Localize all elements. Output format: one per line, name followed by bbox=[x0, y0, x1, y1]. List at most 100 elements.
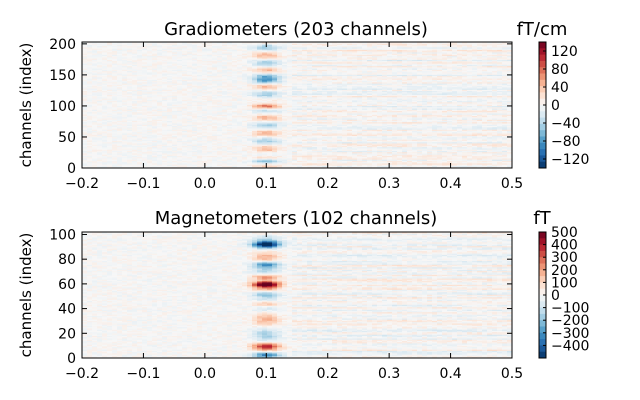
heatmap-cell bbox=[502, 158, 508, 160]
heatmap-cell bbox=[487, 108, 493, 110]
heatmap-cell bbox=[357, 108, 363, 110]
heatmap-cell bbox=[107, 141, 113, 144]
heatmap-cell bbox=[312, 110, 318, 113]
heatmap-cell bbox=[122, 128, 128, 130]
heatmap-cell bbox=[187, 129, 193, 131]
heatmap-cell bbox=[112, 133, 118, 135]
heatmap-cell bbox=[502, 111, 508, 114]
heatmap-cell bbox=[237, 129, 243, 131]
heatmap-cell bbox=[322, 119, 328, 121]
heatmap-cell bbox=[317, 121, 323, 124]
heatmap-cell bbox=[152, 118, 158, 120]
heatmap-cell bbox=[237, 155, 243, 158]
heatmap-cell bbox=[432, 135, 438, 138]
heatmap-cell bbox=[472, 113, 478, 115]
heatmap-cell bbox=[207, 114, 213, 117]
heatmap-cell bbox=[387, 119, 393, 121]
heatmap-cell bbox=[87, 125, 93, 128]
heatmap-cell bbox=[87, 95, 93, 98]
heatmap-cell bbox=[207, 120, 213, 123]
heatmap-cell bbox=[182, 115, 188, 118]
heatmap-cell bbox=[187, 104, 193, 107]
heatmap-cell bbox=[377, 140, 383, 143]
heatmap-cell bbox=[482, 141, 488, 144]
heatmap-cell bbox=[267, 153, 273, 155]
heatmap-cell bbox=[507, 165, 513, 168]
heatmap-cell bbox=[377, 118, 383, 120]
heatmap-cell bbox=[327, 135, 333, 138]
heatmap-cell bbox=[227, 161, 233, 164]
heatmap-cell bbox=[387, 131, 393, 134]
heatmap-cell bbox=[237, 161, 243, 164]
heatmap-cell bbox=[97, 139, 103, 141]
heatmap-cell bbox=[462, 151, 468, 154]
heatmap-cell bbox=[462, 119, 468, 121]
heatmap-cell bbox=[417, 145, 423, 148]
heatmap-cell bbox=[127, 144, 133, 146]
heatmap-cell bbox=[117, 153, 123, 155]
heatmap-cell bbox=[192, 96, 198, 99]
heatmap-cell bbox=[207, 131, 213, 134]
heatmap-cell bbox=[142, 164, 148, 166]
heatmap-cell bbox=[357, 101, 363, 104]
heatmap-cell bbox=[422, 138, 428, 140]
heatmap-cell bbox=[232, 150, 238, 153]
heatmap-cell bbox=[122, 163, 128, 165]
heatmap-cell bbox=[462, 109, 468, 112]
heatmap-cell bbox=[482, 143, 488, 145]
heatmap-cell bbox=[172, 163, 178, 165]
heatmap-cell bbox=[172, 135, 178, 138]
heatmap-cell bbox=[392, 160, 398, 163]
heatmap-cell bbox=[442, 145, 448, 148]
heatmap-cell bbox=[177, 136, 183, 139]
heatmap-cell bbox=[317, 138, 323, 140]
heatmap-cell bbox=[437, 123, 443, 125]
heatmap-cell bbox=[357, 121, 363, 124]
heatmap-cell bbox=[412, 103, 418, 105]
heatmap-cell bbox=[507, 164, 513, 166]
heatmap-cell bbox=[157, 146, 163, 149]
heatmap-cell bbox=[162, 165, 168, 168]
heatmap-cell bbox=[392, 104, 398, 107]
heatmap-cell bbox=[127, 131, 133, 134]
heatmap-cell bbox=[232, 115, 238, 118]
heatmap-cell bbox=[92, 113, 98, 115]
heatmap-cell bbox=[217, 140, 223, 143]
heatmap-cell bbox=[157, 154, 163, 156]
heatmap-cell bbox=[397, 121, 403, 124]
heatmap-cell bbox=[447, 144, 453, 146]
heatmap-cell bbox=[287, 165, 293, 168]
heatmap-cell bbox=[247, 134, 253, 136]
heatmap-cell bbox=[382, 141, 388, 144]
heatmap-cell bbox=[277, 145, 283, 148]
heatmap-cell bbox=[482, 114, 488, 117]
heatmap-cell bbox=[122, 121, 128, 124]
heatmap-cell bbox=[332, 96, 338, 99]
heatmap-cell bbox=[262, 138, 268, 140]
heatmap-cell bbox=[212, 149, 218, 151]
heatmap-cell bbox=[322, 160, 328, 163]
heatmap-cell bbox=[257, 135, 263, 138]
heatmap-cell bbox=[292, 133, 298, 135]
heatmap-cell bbox=[152, 124, 158, 126]
heatmap-cell bbox=[122, 116, 128, 119]
heatmap-cell bbox=[282, 99, 288, 102]
heatmap-cell bbox=[187, 144, 193, 146]
heatmap-cell bbox=[342, 114, 348, 117]
heatmap-cell bbox=[92, 105, 98, 108]
heatmap-cell bbox=[297, 125, 303, 128]
heatmap-cell bbox=[487, 95, 493, 98]
heatmap-cell bbox=[242, 143, 248, 145]
heatmap-cell bbox=[412, 143, 418, 145]
heatmap-cell bbox=[157, 121, 163, 124]
heatmap-cell bbox=[422, 115, 428, 118]
heatmap-cell bbox=[117, 161, 123, 164]
heatmap-cell bbox=[477, 109, 483, 112]
heatmap-cell bbox=[247, 139, 253, 141]
heatmap-cell bbox=[417, 96, 423, 99]
heatmap-cell bbox=[177, 99, 183, 102]
heatmap-cell bbox=[122, 120, 128, 123]
heatmap-cell bbox=[117, 103, 123, 105]
heatmap-cell bbox=[107, 133, 113, 135]
